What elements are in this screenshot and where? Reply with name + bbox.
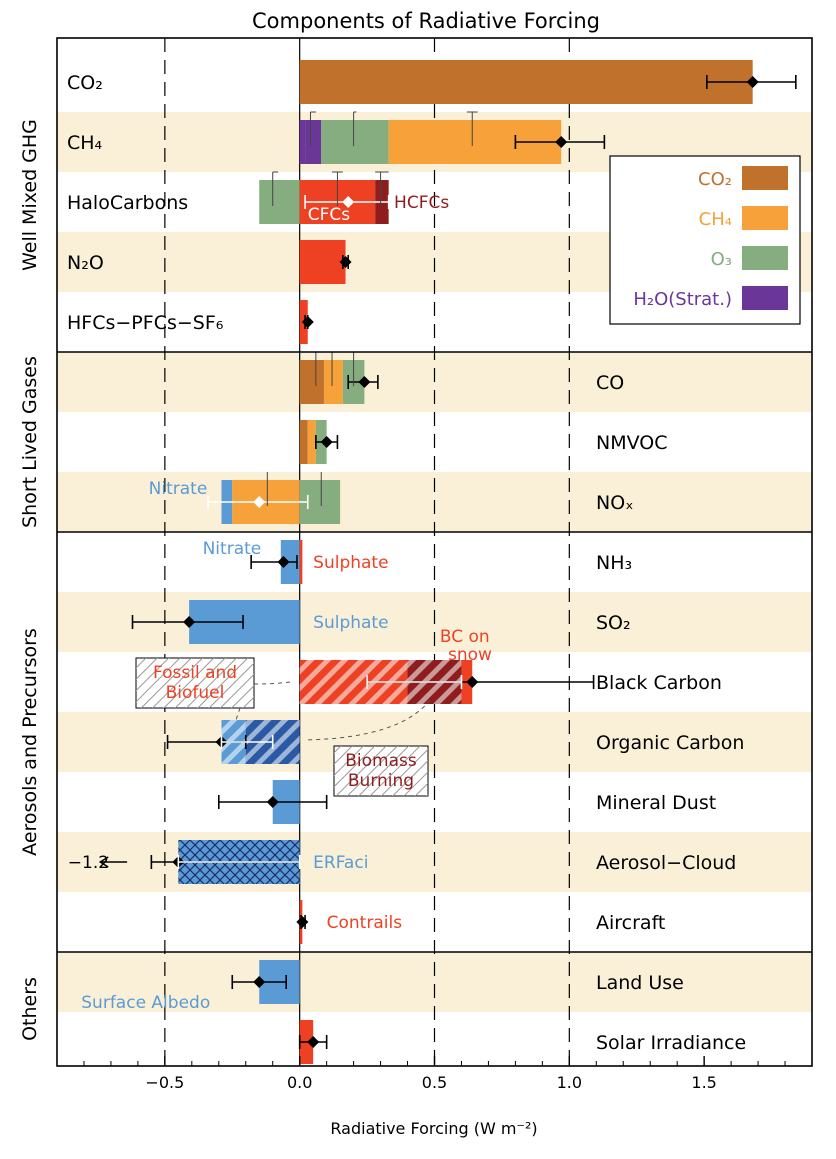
bar-segment <box>307 420 316 464</box>
x-tick-label: −0.5 <box>145 1073 184 1092</box>
group-labels: Well Mixed GHG Short Lived Gases Aerosols … <box>19 119 41 1041</box>
x-axis-label: Radiative Forcing (W m⁻²) <box>330 1119 537 1138</box>
legend: CO₂ CH₄ O₃ H₂O(Strat.) <box>609 155 801 325</box>
annotation: snow <box>448 645 492 665</box>
bar-segment <box>299 540 303 584</box>
x-tick-label: 0.5 <box>422 1073 447 1092</box>
annotation: Nitrate <box>203 539 262 559</box>
bar-segment <box>299 420 308 464</box>
annotation: Sulphate <box>313 553 388 573</box>
row-label: N₂O <box>67 252 104 274</box>
callout-pointer <box>304 699 431 741</box>
error-marker <box>301 316 314 328</box>
row-label: Organic Carbon <box>596 732 744 754</box>
bar-segment <box>323 360 343 404</box>
callout-pointer <box>253 681 291 685</box>
row-label: NOₓ <box>596 492 634 514</box>
group-label: Well Mixed GHG <box>19 119 41 271</box>
row-label: CO <box>596 372 624 394</box>
error-marker <box>307 1036 320 1048</box>
row-label: NH₃ <box>596 552 632 574</box>
callout-text: Biomass <box>345 751 417 771</box>
legend-label: O₃ <box>711 249 732 270</box>
callout-text: Fossil and <box>153 663 237 683</box>
error-marker <box>277 556 290 568</box>
row-label: HaloCarbons <box>67 192 188 214</box>
row-label: HFCs−PFCs−SF₆ <box>67 312 223 334</box>
error-marker <box>466 676 479 688</box>
group-label: Short Lived Gases <box>19 356 41 528</box>
x-tick-label: 0.0 <box>287 1073 312 1092</box>
row-label: SO₂ <box>596 612 631 634</box>
error-bars <box>131 75 797 1049</box>
row-label: Aircraft <box>596 912 665 934</box>
legend-label: CO₂ <box>698 169 732 190</box>
error-marker <box>746 76 759 88</box>
offscale-arrow <box>98 856 128 868</box>
annotation: Sulphate <box>313 613 388 633</box>
bar-segment <box>259 180 300 224</box>
annotation: HCFCs <box>394 193 449 213</box>
callout-hatch <box>334 746 428 796</box>
error-marker <box>342 196 355 208</box>
legend-swatch <box>742 206 788 230</box>
chart-title: Components of Radiative Forcing <box>252 9 600 33</box>
error-marker <box>339 256 352 268</box>
row-label: Land Use <box>596 972 684 994</box>
error-marker <box>253 976 266 988</box>
annotation: Contrails <box>327 913 403 933</box>
callout-text: Biofuel <box>166 683 225 703</box>
legend-label: H₂O(Strat.) <box>633 289 732 310</box>
row-label: CO₂ <box>67 72 103 94</box>
annotations: HCFCs CFCs Nitrate Nitrate Sulphate Sulphate B… <box>68 193 492 1013</box>
bar-segment <box>305 120 322 164</box>
x-tick-label: 1.0 <box>557 1073 582 1092</box>
annotation: ERFaci <box>313 853 368 873</box>
row-label: Black Carbon <box>596 672 722 694</box>
annotation: CFCs <box>308 205 351 225</box>
error-marker <box>555 136 568 148</box>
callout-hatch <box>136 658 254 708</box>
row-label: Aerosol−Cloud <box>596 852 736 874</box>
x-axis: −0.5 0.0 0.5 1.0 1.5 <box>56 1056 786 1092</box>
callout-text: Burning <box>348 771 414 791</box>
error-marker <box>253 496 266 508</box>
annotation: −1.2 <box>68 853 109 873</box>
bar-segment <box>321 120 389 164</box>
bar-segment <box>299 120 306 164</box>
error-marker <box>320 436 333 448</box>
row-label: NMVOC <box>596 432 668 454</box>
row-label: Mineral Dust <box>596 792 716 814</box>
legend-swatch <box>742 166 788 190</box>
bar-segment <box>299 240 346 284</box>
row-label: Solar Irradiance <box>596 1032 746 1054</box>
forcing-bars <box>178 60 753 1064</box>
legend-swatch <box>742 286 788 310</box>
error-marker <box>296 916 309 928</box>
annotation: BC on <box>440 627 490 647</box>
error-marker <box>183 616 196 628</box>
error-marker <box>266 796 279 808</box>
error-marker <box>358 376 371 388</box>
bar-segment <box>299 360 324 404</box>
legend-label: CH₄ <box>699 209 732 230</box>
row-label: CH₄ <box>67 132 103 154</box>
group-label: Others <box>19 977 41 1041</box>
x-tick-label: 1.5 <box>691 1073 716 1092</box>
group-label: Aerosols and Precursors <box>19 628 41 856</box>
legend-swatch <box>742 246 788 270</box>
callout-pointer <box>235 707 241 721</box>
annotation: Nitrate <box>149 479 208 499</box>
bar-segment <box>299 60 753 104</box>
annotation: Surface Albedo <box>81 993 210 1013</box>
row-labels: CO₂ CH₄ HaloCarbons N₂O HFCs−PFCs−SF₆ CO NMVOC… <box>67 72 746 1054</box>
